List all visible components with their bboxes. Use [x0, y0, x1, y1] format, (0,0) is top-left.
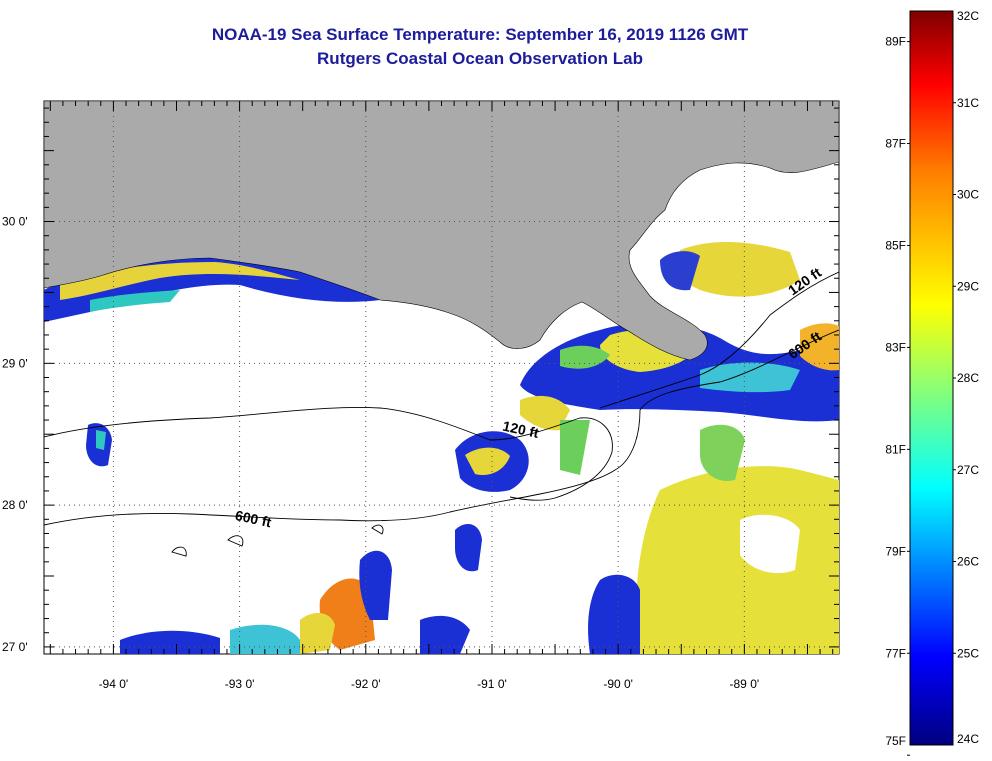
contour-120ft-east [599, 271, 839, 409]
contour-label: 600 ft [234, 507, 273, 530]
colorbar-ticks [907, 41, 956, 756]
colorbar-fahrenheit-label: 75F [885, 734, 906, 748]
lon-label: -90 0' [603, 677, 633, 691]
colorbar-fahrenheit-label: 77F [885, 646, 906, 660]
contour-600ft [44, 329, 839, 526]
lat-label: 29 0' [2, 356, 28, 370]
lon-label: -94 0' [99, 677, 129, 691]
graticule-lines [44, 101, 839, 654]
colorbar-celsius-label: 31C [957, 96, 979, 110]
land-mass [44, 101, 839, 361]
colorbar-celsius-label: 30C [957, 188, 979, 202]
colorbar-fahrenheit-label: 83F [885, 340, 906, 354]
colorbar-fahrenheit-label: 85F [885, 238, 906, 252]
lat-label: 30 0' [2, 215, 28, 229]
colorbar-celsius-label: 25C [957, 646, 979, 660]
lat-label: 27 0' [2, 640, 28, 654]
depth-contours [44, 271, 839, 557]
lon-label: -91 0' [477, 677, 507, 691]
lon-label: -92 0' [351, 677, 381, 691]
contour-label: 120 ft [501, 418, 540, 441]
colorbar-celsius-label: 32C [957, 9, 979, 23]
contour-120ft [44, 406, 613, 501]
map-title: NOAA-19 Sea Surface Temperature: Septemb… [211, 25, 749, 44]
colorbar-fahrenheit-label: 81F [885, 442, 906, 456]
colorbar-fahrenheit-label: 89F [885, 35, 906, 49]
colorbar-celsius-label: 28C [957, 371, 979, 385]
colorbar-celsius-label: 24C [957, 732, 979, 746]
colorbar [909, 10, 954, 746]
lon-label: -93 0' [225, 677, 255, 691]
colorbar-fahrenheit-label: 87F [885, 137, 906, 151]
lon-label: -89 0' [730, 677, 760, 691]
colorbar-celsius-label: 26C [957, 555, 979, 569]
colorbar-celsius-label: 29C [957, 279, 979, 293]
axis-ticks [44, 101, 839, 654]
colorbar-celsius-label: 27C [957, 463, 979, 477]
colorbar-fahrenheit-label: 79F [885, 544, 906, 558]
lat-label: 28 0' [2, 498, 28, 512]
map-subtitle: Rutgers Coastal Ocean Observation Lab [317, 49, 643, 68]
